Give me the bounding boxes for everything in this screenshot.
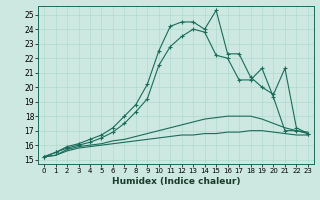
X-axis label: Humidex (Indice chaleur): Humidex (Indice chaleur) [112, 177, 240, 186]
